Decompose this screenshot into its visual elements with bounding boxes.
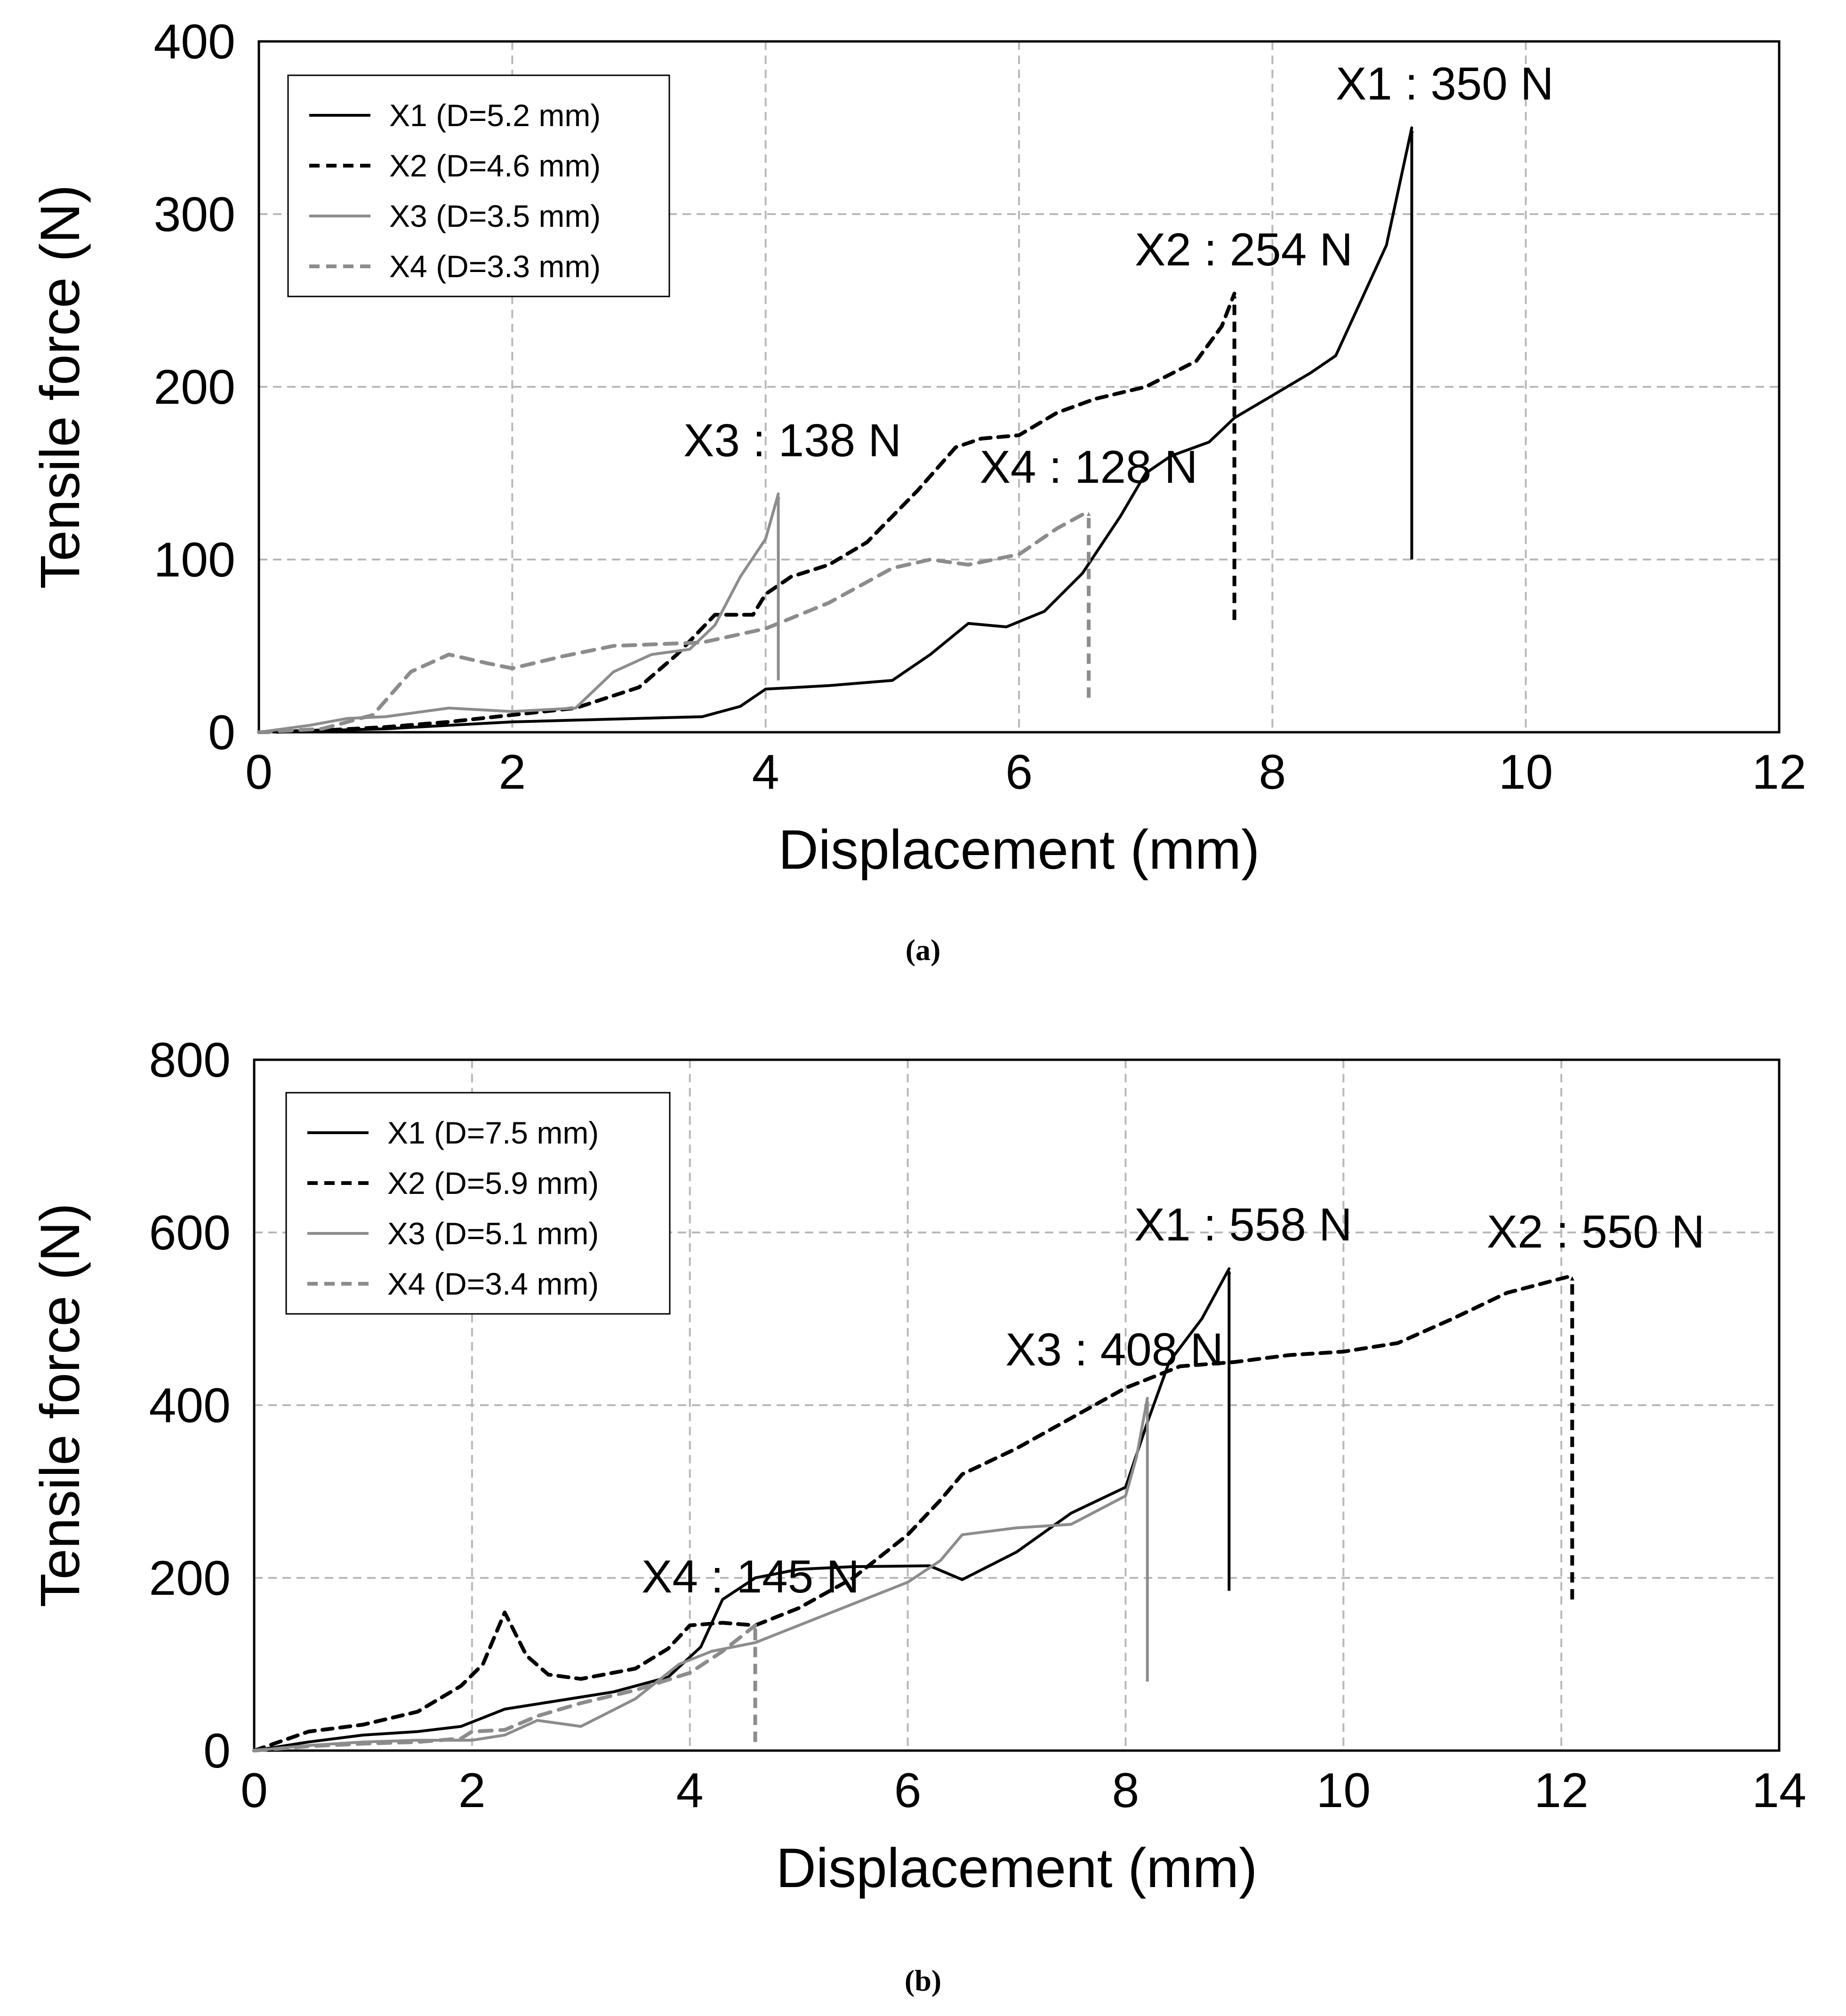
y-tick-label: 800 <box>149 1033 231 1088</box>
legend-box <box>285 1092 671 1315</box>
x-tick-label: 8 <box>1259 745 1286 800</box>
legend-label-x1: X1 (D=5.2 mm) <box>389 98 601 133</box>
legend-label-x2: X2 (D=5.9 mm) <box>387 1166 599 1200</box>
x-tick-label: 2 <box>498 745 526 800</box>
x-tick-label: 10 <box>1316 1763 1371 1818</box>
legend: X1 (D=7.5 mm) X2 (D=5.9 mm) X3 (D=5.1 mm) X… <box>285 1092 671 1315</box>
y-axis-title: Tensile force (N) <box>29 1203 91 1607</box>
x-axis-title: Displacement (mm) <box>779 819 1260 881</box>
legend-label-x1: X1 (D=7.5 mm) <box>387 1115 599 1150</box>
y-tick-label: 400 <box>149 1378 231 1433</box>
y-tick-label: 300 <box>153 187 235 242</box>
legend-box <box>287 74 670 297</box>
legend-label-x4: X4 (D=3.3 mm) <box>389 249 601 284</box>
series-line-x2 <box>257 291 1236 734</box>
y-tick-label: 600 <box>149 1206 231 1260</box>
series-line-x3 <box>257 492 780 734</box>
series-line-x2 <box>252 1273 1574 1752</box>
x-tick-label: 6 <box>1005 745 1033 800</box>
x-axis-title: Displacement (mm) <box>776 1837 1258 1899</box>
x-tick-label: 12 <box>1752 745 1806 800</box>
figure-caption: (a) <box>906 933 941 967</box>
x-tick-label: 4 <box>676 1763 704 1818</box>
peak-label-x3: X3 : 138 N <box>683 415 901 466</box>
peak-label-x1: X1 : 558 N <box>1134 1199 1352 1250</box>
chart-panel-b: 0 2 4 6 8 10 12 14 0 200 400 600 800 Displacement (mm… <box>29 1033 1806 1997</box>
x-tick-label: 8 <box>1112 1763 1140 1818</box>
plot-frame <box>257 40 1781 734</box>
legend: X1 (D=5.2 mm) X2 (D=4.6 mm) X3 (D=3.5 mm) X… <box>287 74 670 297</box>
x-tick-label: 10 <box>1499 745 1553 800</box>
legend-label-x3: X3 (D=5.1 mm) <box>387 1216 599 1251</box>
y-tick-label: 200 <box>149 1551 231 1606</box>
x-tick-label: 4 <box>752 745 779 800</box>
y-tick-label: 0 <box>203 1724 231 1778</box>
x-tick-label: 0 <box>241 1763 268 1818</box>
x-tick-label: 0 <box>245 745 273 800</box>
x-tick-label: 14 <box>1752 1763 1806 1818</box>
peak-label-x2: X2 : 550 N <box>1487 1206 1705 1257</box>
legend-label-x4: X4 (D=3.4 mm) <box>387 1266 599 1301</box>
peak-label-x1: X1 : 350 N <box>1336 58 1554 110</box>
chart-panel-a: 0 2 4 6 8 10 12 0 100 200 300 400 Displacement (mm) T… <box>29 15 1806 967</box>
x-tick-label: 2 <box>458 1763 486 1818</box>
peak-label-x2: X2 : 254 N <box>1135 224 1353 275</box>
peak-label-x3: X3 : 408 N <box>1005 1323 1223 1375</box>
y-tick-label: 200 <box>153 360 235 415</box>
y-axis-title: Tensile force (N) <box>29 184 91 589</box>
plot-frame <box>253 1058 1781 1752</box>
figure-caption: (b) <box>905 1964 941 1997</box>
x-tick-label: 6 <box>894 1763 922 1818</box>
y-tick-label: 400 <box>153 15 235 69</box>
legend-label-x3: X3 (D=3.5 mm) <box>389 199 601 233</box>
peak-label-x4: X4 : 128 N <box>980 441 1198 493</box>
y-tick-label: 0 <box>208 705 235 760</box>
legend-label-x2: X2 (D=4.6 mm) <box>389 148 601 183</box>
series-line-x4 <box>252 1623 757 1752</box>
x-tick-label: 12 <box>1534 1763 1589 1818</box>
series-line-x1 <box>257 126 1413 734</box>
y-tick-label: 100 <box>153 533 235 587</box>
peak-label-x4: X4 : 145 N <box>642 1551 859 1602</box>
series-line-x4 <box>257 509 1091 734</box>
